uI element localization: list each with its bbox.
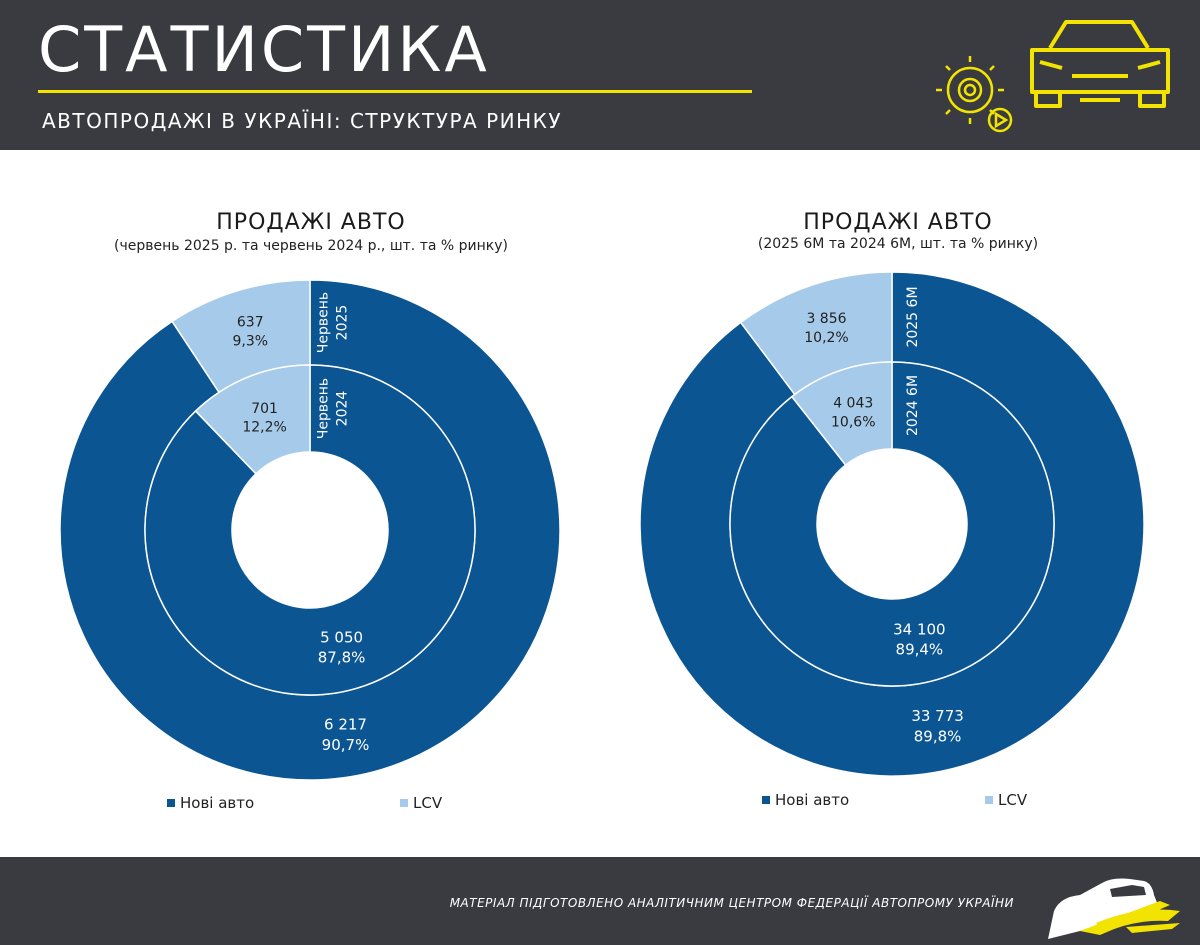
footer-text: МАТЕРІАЛ ПІДГОТОВЛЕНО АНАЛІТИЧНИМ ЦЕНТРО… (449, 896, 1014, 910)
chart-1-title: ПРОДАЖІ АВТО (216, 210, 406, 235)
play-icon (987, 107, 1013, 133)
data-label-outer-lcv: 637 9,3% (232, 315, 268, 350)
car-logo-icon (1048, 878, 1180, 939)
legend-label-lcv: LCV (413, 794, 443, 812)
data-label-inner-new-cars: 34 100 89,4% (893, 620, 946, 658)
legend-item-new-cars-2: Нові авто (762, 791, 849, 809)
data-label-inner-new-cars: 5 050 87,8% (318, 628, 366, 666)
data-label-outer-lcv: 3 856 10,2% (804, 311, 848, 346)
ring-label-inner: Червень 2024 (315, 378, 350, 439)
legend-swatch-new-cars-2 (762, 796, 770, 804)
page-subtitle: АВТОПРОДАЖІ В УКРАЇНІ: СТРУКТУРА РИНКУ (42, 109, 563, 133)
chart-2-subtitle: (2025 6М та 2024 6М, шт. та % ринку) (757, 236, 1039, 252)
data-label-inner-lcv: 701 12,2% (242, 401, 286, 436)
header: СТАТИСТИКА АВТОПРОДАЖІ В УКРАЇНІ: СТРУКТ… (0, 0, 1200, 150)
data-label-inner-lcv: 4 043 10,6% (831, 395, 875, 430)
donut-chart-june: 6 217 90,7% 637 9,3% Червень 2025 5 050 87,8% 70… (59, 279, 561, 781)
legend-label-lcv-2: LCV (998, 791, 1028, 809)
donut-chart-6m: 33 773 89,8% 3 856 10,2% 2025 6М 34 100 89,4% 4… (639, 271, 1145, 777)
legend-swatch-lcv (400, 799, 408, 807)
legend-label-new-cars: Нові авто (180, 794, 255, 812)
slice-inner-lcv (194, 364, 311, 475)
ring-label-outer: 2025 6М (905, 286, 921, 347)
legend-label-new-cars-2: Нові авто (775, 791, 850, 809)
legend-swatch-lcv-2 (985, 796, 993, 804)
data-label-outer-new-cars: 6 217 90,7% (322, 716, 370, 754)
ring-label-outer: Червень 2025 (315, 292, 350, 353)
slice-inner-new-cars (144, 364, 476, 696)
chart-1-subtitle: (червень 2025 р. та червень 2024 р., шт.… (114, 238, 508, 254)
car-icon (1030, 20, 1170, 108)
ring-label-inner: 2024 6М (905, 375, 921, 436)
legend-swatch-new-cars (167, 799, 175, 807)
page-title: СТАТИСТИКА (38, 13, 490, 86)
slice-inner-lcv (790, 361, 893, 467)
title-underline (38, 90, 752, 93)
data-label-outer-new-cars: 33 773 89,8% (911, 707, 964, 745)
legend-item-lcv: LCV (400, 794, 442, 812)
legend-item-new-cars: Нові авто (167, 794, 254, 812)
chart-2-title: ПРОДАЖІ АВТО (803, 210, 993, 235)
slice-inner-new-cars (729, 361, 1055, 687)
header-illustration (936, 20, 1170, 133)
footer: МАТЕРІАЛ ПІДГОТОВЛЕНО АНАЛІТИЧНИМ ЦЕНТРО… (0, 857, 1200, 945)
legend-item-lcv-2: LCV (985, 791, 1027, 809)
